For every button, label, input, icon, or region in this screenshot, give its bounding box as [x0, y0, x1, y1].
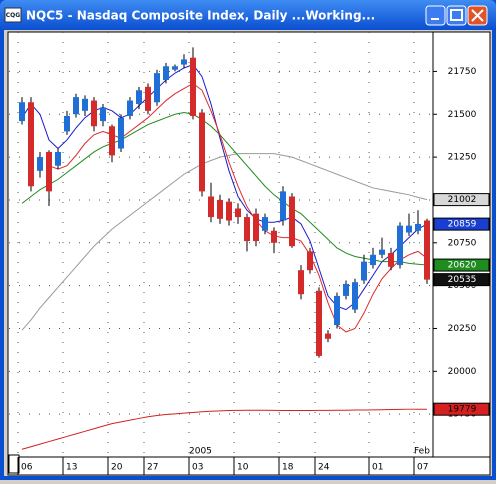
candle-body: [37, 157, 43, 171]
candle-body: [361, 261, 367, 281]
x-period-label: Feb: [414, 447, 430, 457]
candle-body: [280, 191, 286, 221]
title-bar: [0, 0, 496, 30]
maximize-button[interactable]: [446, 5, 467, 26]
candle-body: [118, 117, 124, 149]
last-value-box-label: 20620: [448, 261, 477, 271]
candle-body: [262, 217, 268, 231]
x-tick-label: 27: [147, 463, 158, 473]
candle-body: [289, 196, 295, 247]
scroll-box[interactable]: [8, 454, 20, 474]
y-tick-label: 21250: [448, 153, 477, 163]
candle-body: [379, 249, 385, 255]
candle-body: [397, 225, 403, 266]
candle-body: [316, 290, 322, 356]
x-tick-label: 07: [417, 463, 428, 473]
x-tick-label: 24: [318, 463, 330, 473]
last-close-box-label: 20535: [448, 275, 477, 285]
plot-area: [7, 31, 434, 458]
candle-body: [82, 98, 88, 111]
x-tick-label: 10: [237, 463, 249, 473]
candle-body: [253, 213, 259, 242]
candle-body: [91, 100, 97, 127]
candle-body: [190, 57, 196, 116]
candle-body: [145, 86, 151, 111]
candle-body: [226, 201, 232, 221]
x-tick-label: 06: [21, 463, 33, 473]
x-period-label: 2005: [189, 447, 212, 457]
candle-body: [406, 225, 412, 233]
last-value-box: [433, 402, 490, 416]
last-value-box: [433, 217, 490, 231]
moving-average-line: [21, 63, 428, 311]
candle-body: [307, 251, 313, 271]
last-value-box-label: 21002: [448, 195, 477, 205]
last-value-box-label: 20859: [448, 220, 477, 230]
candle-body: [19, 102, 25, 122]
candle-body: [424, 220, 430, 280]
last-value-box: [433, 258, 490, 272]
last-value-box-label: 19779: [448, 405, 477, 415]
x-tick-label: 03: [192, 463, 203, 473]
candle-body: [235, 208, 241, 218]
app-icon-text: CQG: [6, 12, 21, 19]
candle-body: [154, 73, 160, 103]
candle-body: [334, 295, 340, 326]
candle-body: [73, 97, 79, 115]
candle-body: [370, 254, 376, 266]
candle-body: [244, 217, 250, 242]
x-tick-label: 13: [66, 463, 77, 473]
moving-average-line: [21, 112, 428, 266]
candle-body: [55, 151, 61, 166]
y-tick-label: 20750: [448, 238, 477, 248]
last-value-box: [433, 193, 490, 207]
moving-average-line: [21, 408, 427, 450]
candle-body: [127, 100, 133, 116]
close-button[interactable]: [467, 5, 488, 26]
candle-body: [298, 270, 304, 295]
candle-body: [325, 333, 331, 339]
app-icon: [4, 7, 22, 23]
candle-body: [388, 253, 394, 267]
candle-body: [64, 115, 70, 132]
candle-body: [199, 112, 205, 192]
minimize-button[interactable]: [425, 5, 446, 26]
candle-body: [415, 223, 421, 231]
candle-body: [208, 196, 214, 218]
candle-body: [217, 199, 223, 219]
candle-body: [181, 59, 187, 65]
candle-body: [28, 102, 34, 187]
last-close-box: [433, 273, 490, 287]
y-tick-label: 21750: [448, 67, 477, 77]
x-tick-label: 18: [282, 463, 294, 473]
price-axis: [432, 31, 491, 458]
candle-body: [109, 126, 115, 156]
y-tick-label: 20000: [448, 367, 477, 377]
x-tick-label: 20: [111, 463, 123, 473]
window-title: NQC5 - Nasdaq Composite Index, Daily ...…: [26, 9, 375, 23]
candle-body: [343, 283, 349, 296]
candle-body: [172, 66, 178, 70]
candle-body: [163, 66, 169, 80]
candle-body: [136, 90, 142, 104]
y-tick-label: 21500: [448, 110, 477, 120]
candle-body: [271, 230, 277, 243]
candle-body: [46, 151, 52, 192]
candle-body: [100, 107, 106, 122]
y-tick-label: 20250: [448, 324, 477, 334]
candle-body: [352, 282, 358, 310]
x-tick-label: 01: [372, 463, 383, 473]
